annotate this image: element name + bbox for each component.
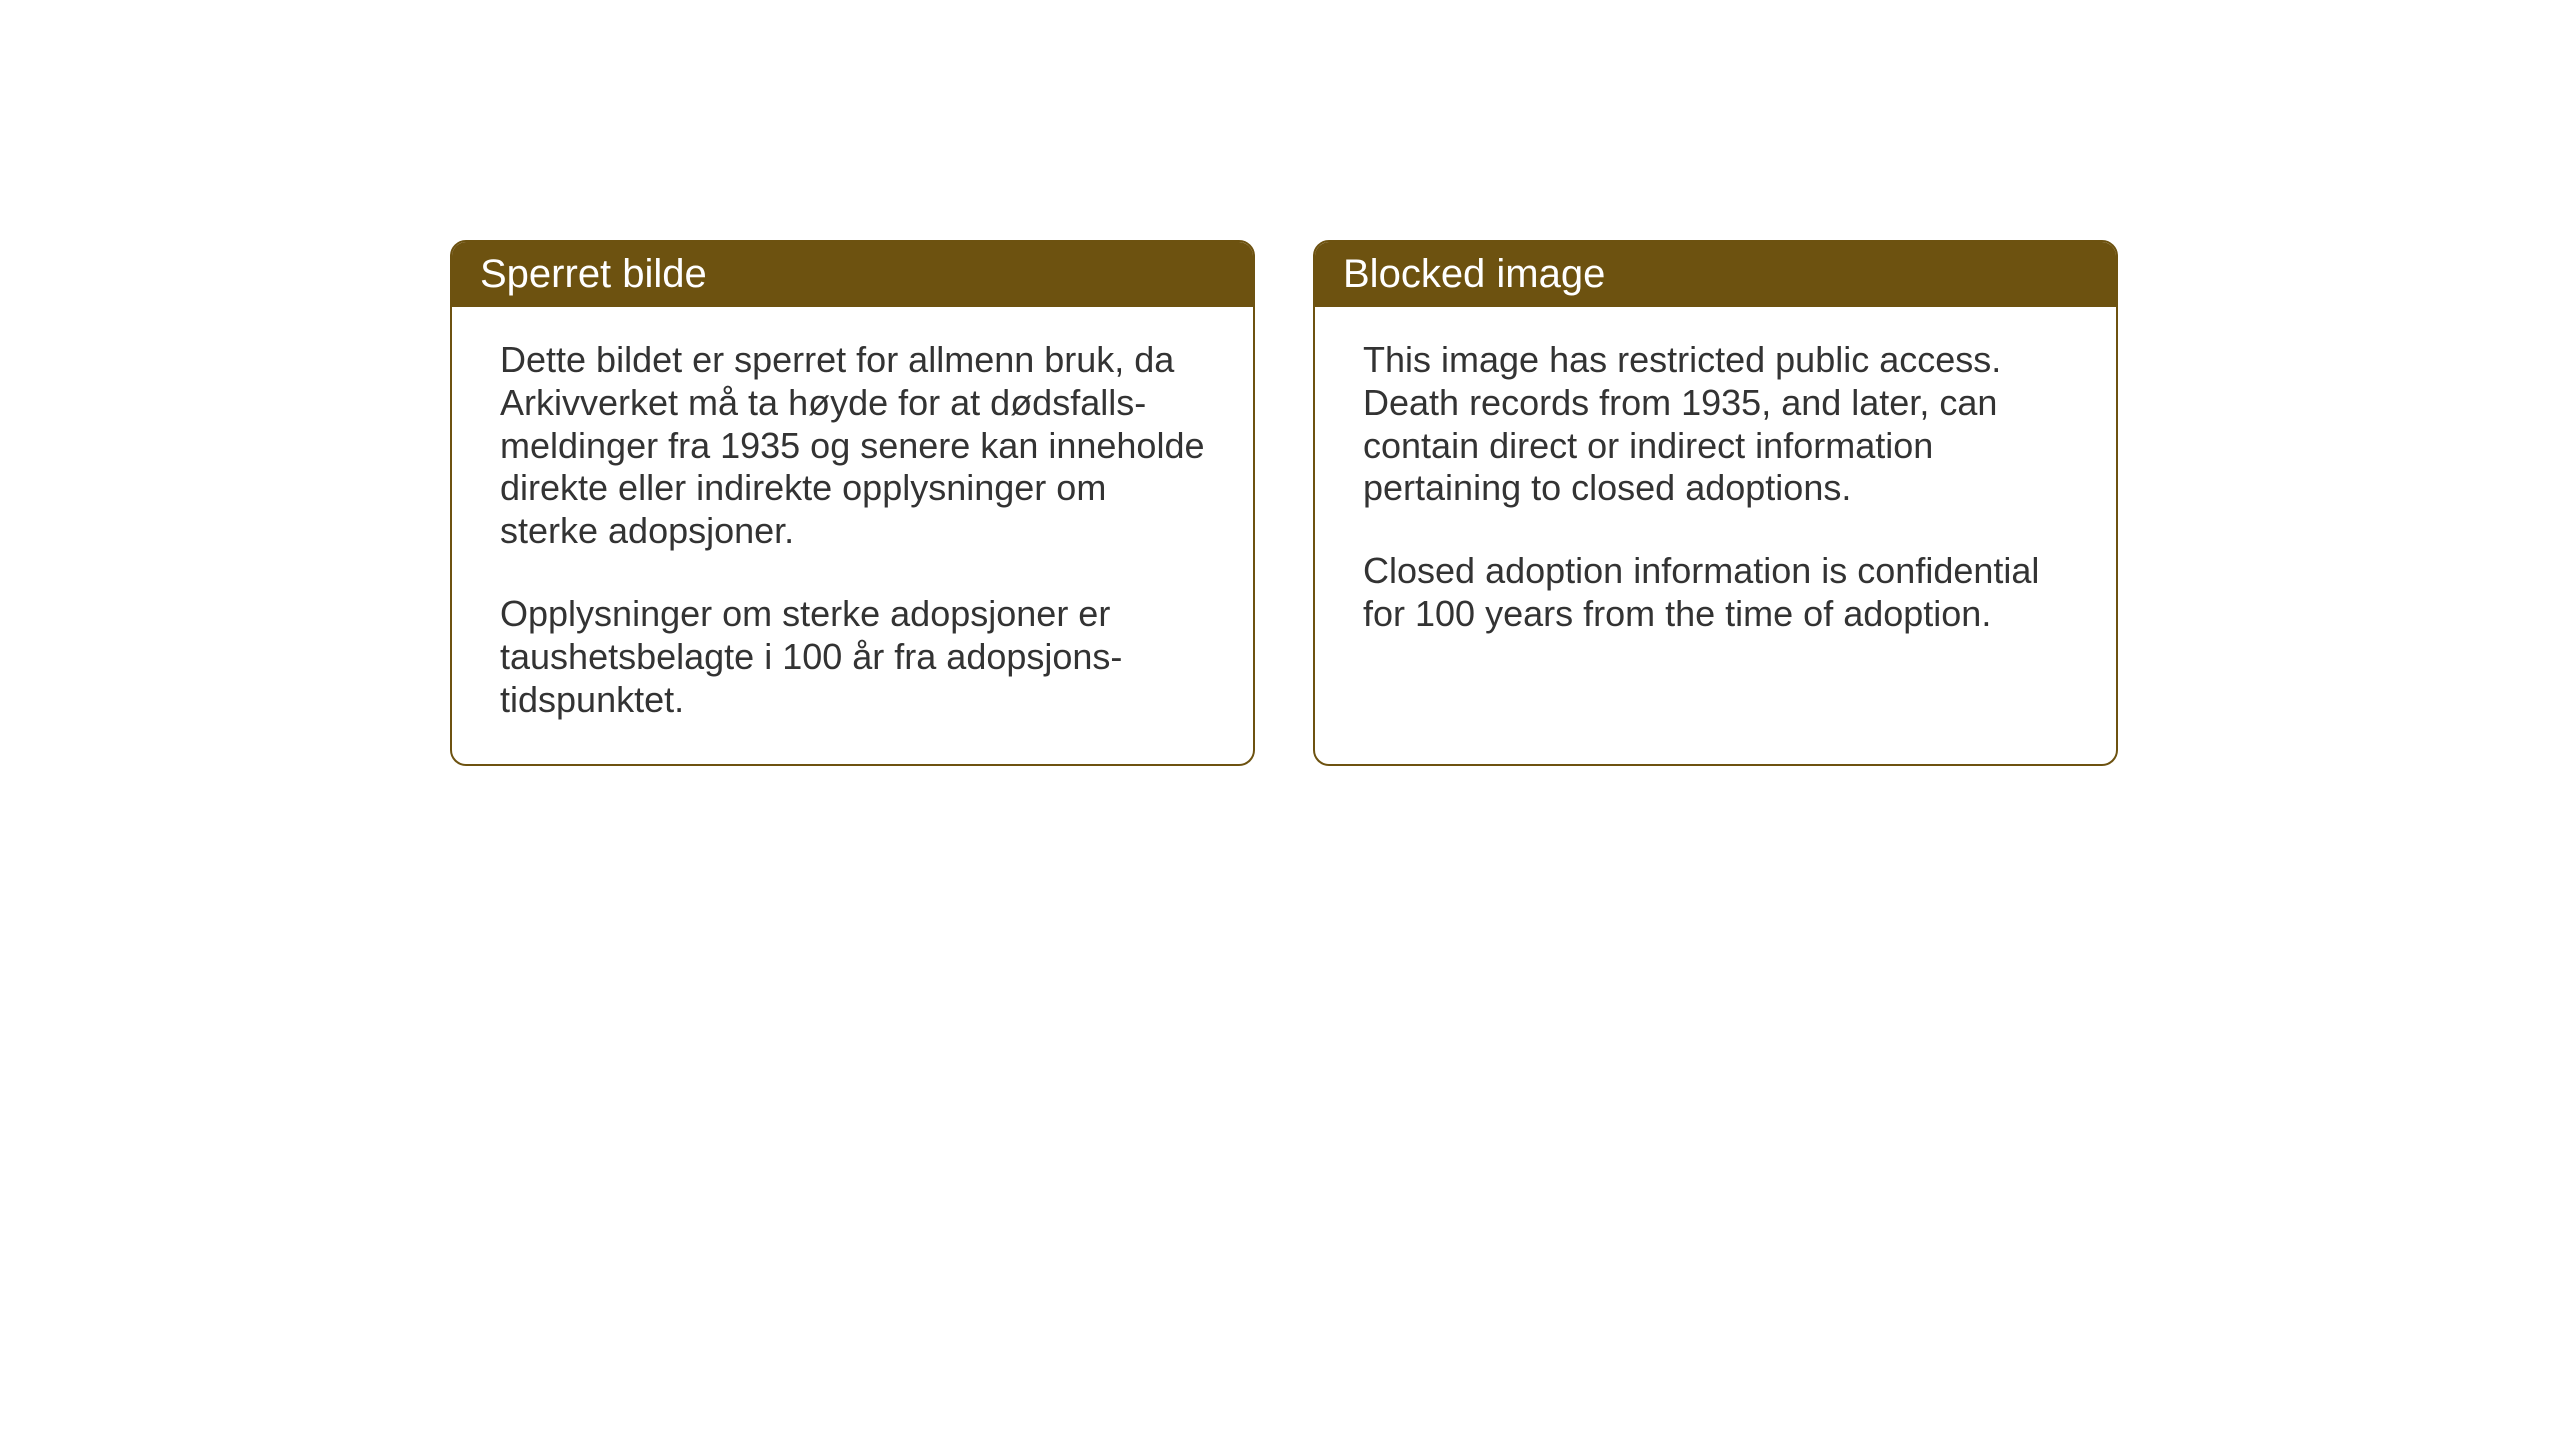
english-paragraph-2: Closed adoption information is confident…: [1363, 550, 2068, 636]
norwegian-card-body: Dette bildet er sperret for allmenn bruk…: [452, 307, 1253, 764]
norwegian-paragraph-1: Dette bildet er sperret for allmenn bruk…: [500, 339, 1205, 553]
norwegian-paragraph-2: Opplysninger om sterke adopsjoner er tau…: [500, 593, 1205, 721]
norwegian-notice-card: Sperret bilde Dette bildet er sperret fo…: [450, 240, 1255, 766]
notice-container: Sperret bilde Dette bildet er sperret fo…: [450, 240, 2118, 766]
english-card-body: This image has restricted public access.…: [1315, 307, 2116, 736]
english-card-title: Blocked image: [1315, 242, 2116, 307]
english-notice-card: Blocked image This image has restricted …: [1313, 240, 2118, 766]
english-paragraph-1: This image has restricted public access.…: [1363, 339, 2068, 510]
norwegian-card-title: Sperret bilde: [452, 242, 1253, 307]
